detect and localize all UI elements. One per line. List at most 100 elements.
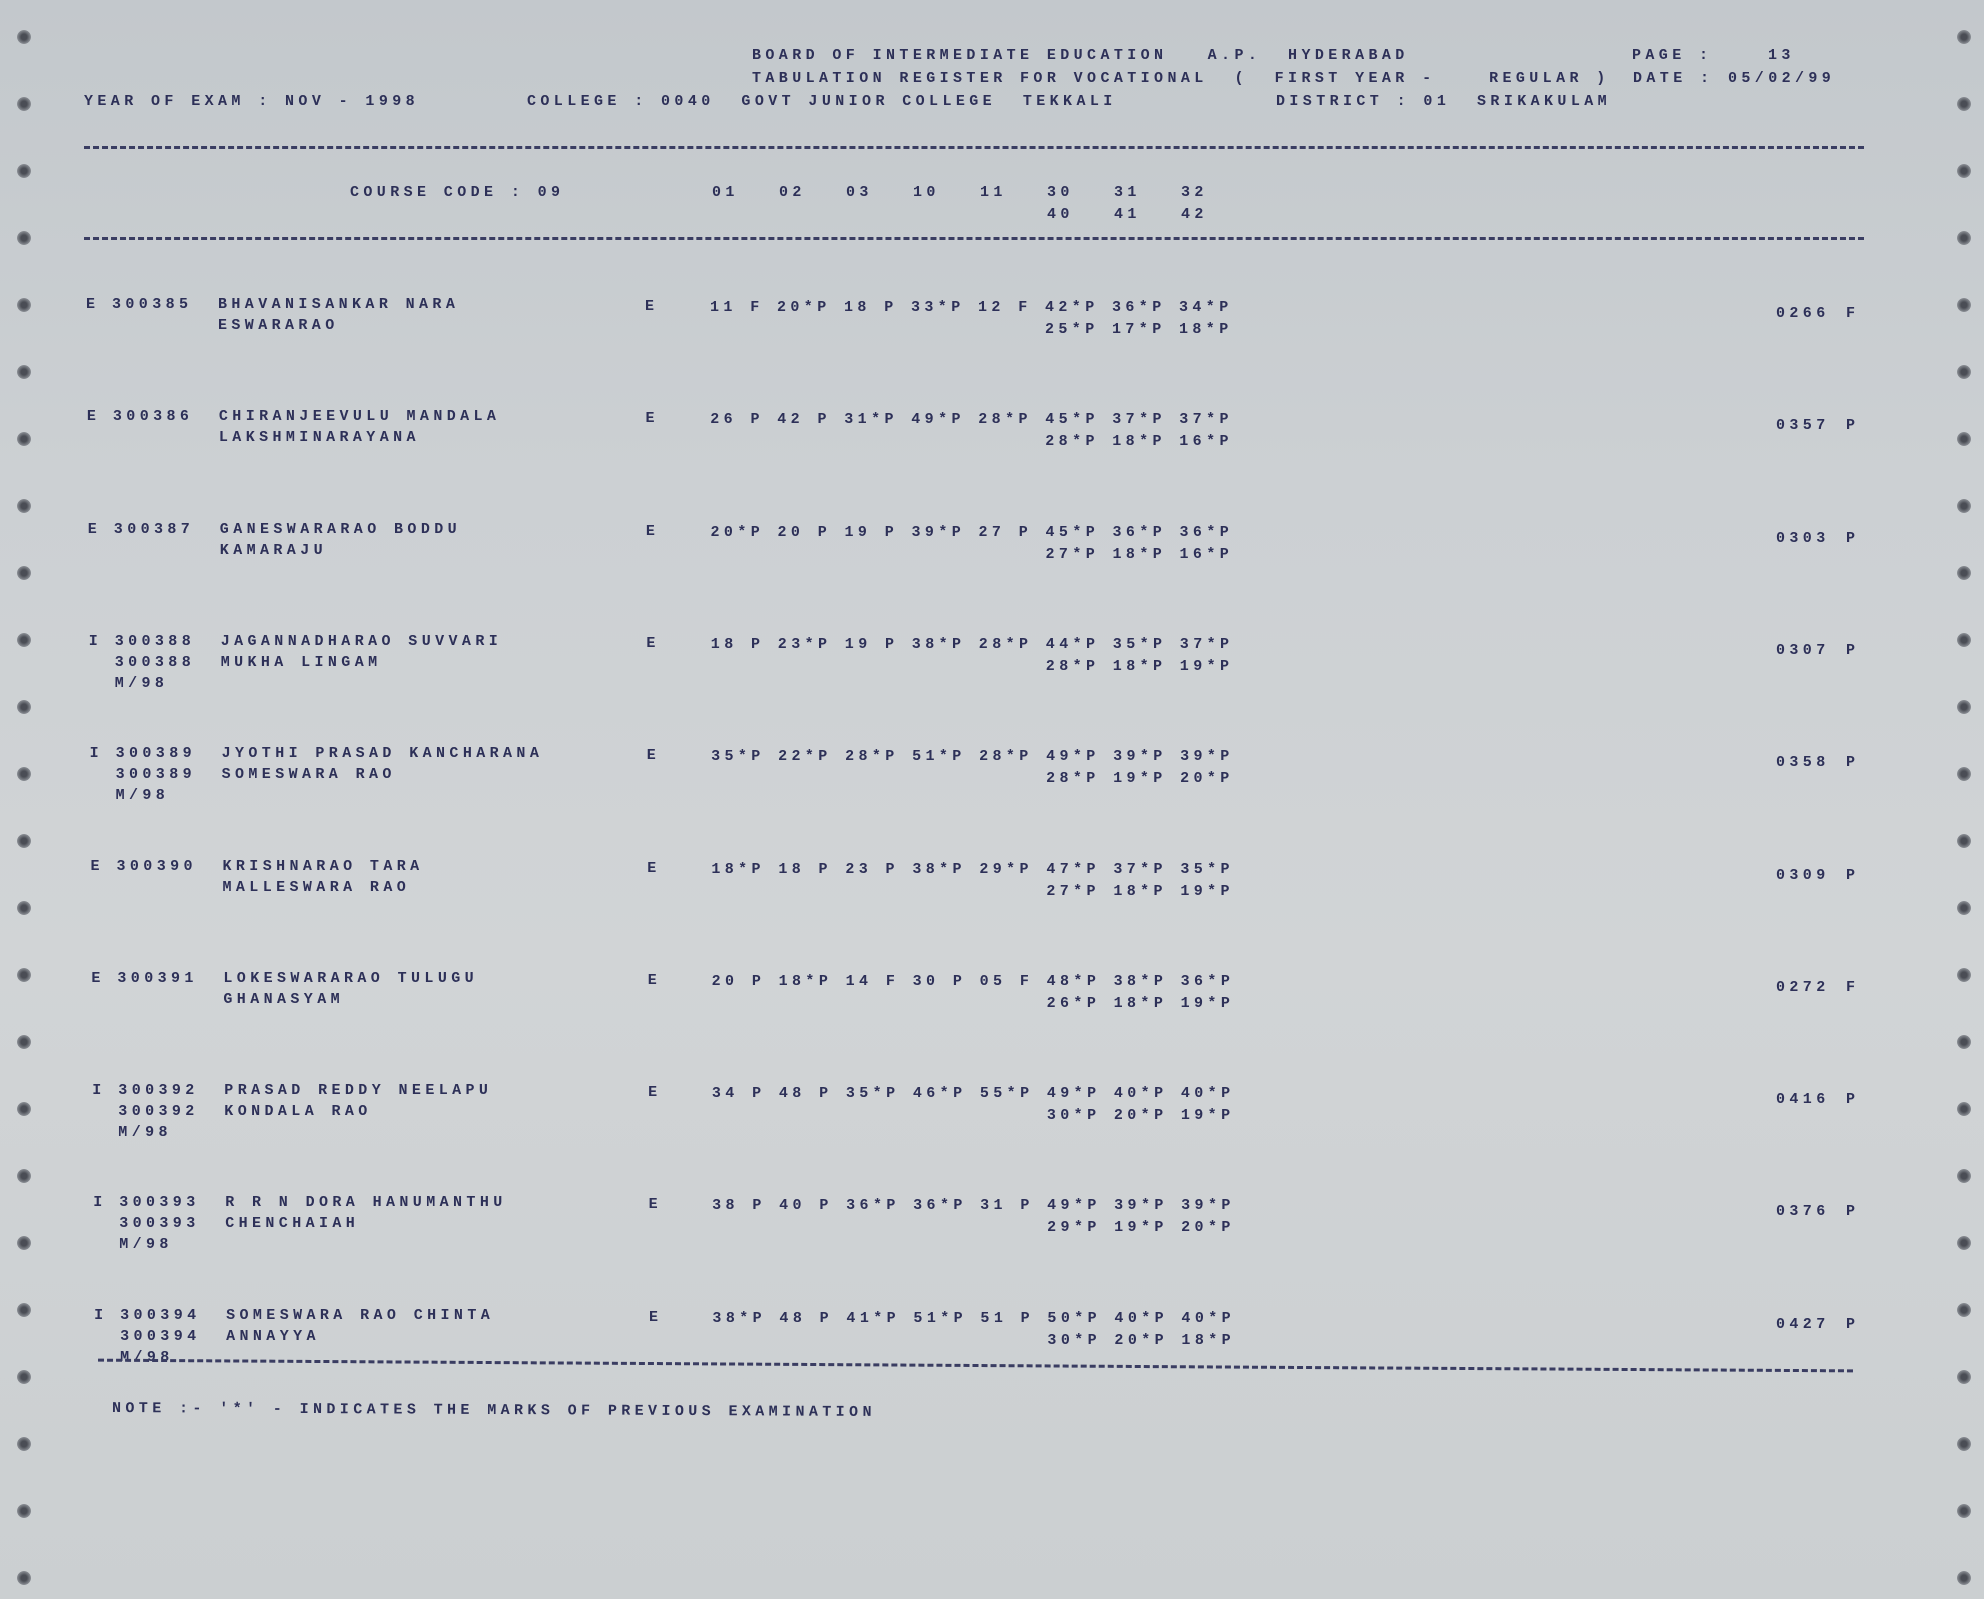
course-code: COURSE CODE : 09 xyxy=(350,184,565,201)
subject-mark: 28*P xyxy=(978,635,1033,653)
student-name: BHAVANISANKAR NARA xyxy=(218,296,460,313)
subject-mark-secondary: 16*P xyxy=(1179,433,1233,451)
subject-mark: 39*P xyxy=(1181,1197,1235,1215)
punch-hole xyxy=(1957,1504,1971,1518)
subject-mark: 49*P xyxy=(1047,1197,1101,1215)
college: COLLEGE : 0040 GOVT JUNIOR COLLEGE TEKKA… xyxy=(527,93,1117,110)
subject-mark-secondary: 16*P xyxy=(1179,545,1234,563)
subject-mark: 42 P xyxy=(777,411,831,429)
subject-mark: 38*P xyxy=(712,1309,767,1327)
subject-mark: 37*P xyxy=(1112,411,1166,429)
subject-mark: 40*P xyxy=(1181,1309,1236,1327)
district: DISTRICT : 01 SRIKAKULAM xyxy=(1276,93,1612,110)
punch-hole xyxy=(17,901,31,915)
subject-mark: 55*P xyxy=(979,1085,1034,1103)
medium: E xyxy=(645,410,659,428)
subject-mark-secondary: 26*P xyxy=(1046,994,1101,1012)
subject-mark-secondary: 18*P xyxy=(1112,433,1166,451)
medium: E xyxy=(646,634,660,652)
previous-session: M/98 xyxy=(115,787,170,805)
subject-mark-secondary: 25*P xyxy=(1045,321,1099,338)
subject-mark: 51*P xyxy=(912,748,966,766)
result: P xyxy=(1846,641,1860,659)
previous-session: M/98 xyxy=(118,1124,172,1142)
subject-code-secondary: 42 xyxy=(1181,206,1208,223)
student-name: PRASAD REDDY NEELAPU xyxy=(224,1082,493,1100)
punch-hole xyxy=(1957,1102,1971,1116)
candidate-type: E xyxy=(87,520,102,538)
punch-hole xyxy=(17,298,31,312)
student-name: CHIRANJEEVULU MANDALA xyxy=(218,408,501,426)
medium: E xyxy=(647,859,661,877)
punch-hole xyxy=(1957,834,1971,848)
candidate-type: E xyxy=(90,857,104,875)
roll-number: 300390 xyxy=(116,857,197,875)
subject-mark-secondary: 18*P xyxy=(1181,1331,1236,1349)
punch-hole xyxy=(17,1571,31,1585)
punch-hole xyxy=(1957,231,1971,245)
subject-mark: 49*P xyxy=(1046,1085,1101,1103)
subject-mark: 05 F xyxy=(979,972,1034,990)
previous-roll-number: 300392 xyxy=(118,1103,199,1121)
punch-hole xyxy=(1957,499,1971,513)
subject-mark: 40*P xyxy=(1114,1309,1169,1327)
student-name-line2: GHANASYAM xyxy=(223,990,345,1008)
result: P xyxy=(1846,1091,1860,1109)
subject-mark: 27 P xyxy=(978,523,1033,541)
punch-hole xyxy=(17,30,31,44)
previous-roll-number: 300388 xyxy=(114,653,196,671)
result: F xyxy=(1846,305,1860,322)
punch-hole xyxy=(17,968,31,982)
punch-hole xyxy=(17,1169,31,1183)
subject-mark: 42*P xyxy=(1045,299,1099,316)
roll-number: 300389 xyxy=(115,745,197,763)
subject-code: 03 xyxy=(846,184,873,201)
subject-mark-secondary: 20*P xyxy=(1181,1219,1235,1237)
punch-hole xyxy=(1957,767,1971,781)
subject-mark: 12 F xyxy=(978,299,1032,316)
total-marks: 0427 xyxy=(1776,1315,1830,1333)
subject-mark: 39*P xyxy=(1180,748,1234,766)
subject-mark: 23*P xyxy=(777,635,832,653)
subject-mark-secondary: 19*P xyxy=(1114,1219,1168,1237)
total-marks: 0266 xyxy=(1776,305,1830,322)
punch-hole xyxy=(1957,432,1971,446)
page-number: 13 xyxy=(1768,47,1795,64)
subject-mark: 38*P xyxy=(1113,972,1168,990)
subject-mark: 37*P xyxy=(1179,635,1234,653)
subject-code: 01 xyxy=(712,184,739,201)
subject-mark-secondary: 29*P xyxy=(1047,1219,1101,1237)
punch-hole xyxy=(17,633,31,647)
subject-mark: 37*P xyxy=(1179,411,1233,429)
subject-mark: 20*P xyxy=(777,299,831,316)
result: P xyxy=(1846,1315,1860,1333)
medium: E xyxy=(645,298,659,315)
subject-mark: 44*P xyxy=(1045,635,1100,653)
subject-mark: 19 P xyxy=(844,635,899,653)
subject-code: 32 xyxy=(1181,184,1208,201)
divider-top xyxy=(84,146,1864,149)
punch-hole xyxy=(17,767,31,781)
student-name-line2: SOMESWARA RAO xyxy=(221,766,396,784)
subject-mark: 36*P xyxy=(1112,299,1166,316)
subject-mark: 45*P xyxy=(1045,411,1099,429)
total-marks: 0416 xyxy=(1776,1091,1830,1109)
subject-mark: 35*P xyxy=(711,748,765,766)
subject-mark: 29*P xyxy=(979,860,1033,878)
subject-mark: 47*P xyxy=(1046,860,1100,878)
roll-number: 300386 xyxy=(112,408,194,426)
subject-mark: 40 P xyxy=(779,1197,833,1215)
subject-mark-secondary: 19*P xyxy=(1180,994,1235,1012)
subject-mark: 36*P xyxy=(1180,972,1235,990)
subject-mark: 36*P xyxy=(913,1197,967,1215)
total-marks: 0357 xyxy=(1776,417,1830,435)
total-marks: 0272 xyxy=(1776,978,1830,996)
board-title: BOARD OF INTERMEDIATE EDUCATION A.P. HYD… xyxy=(752,47,1409,64)
student-name: GANESWARARAO BODDU xyxy=(219,520,462,538)
subject-mark: 51*P xyxy=(913,1309,968,1327)
subject-mark: 49*P xyxy=(1046,748,1100,766)
subject-mark: 19 P xyxy=(844,523,899,541)
year-of-exam: YEAR OF EXAM : NOV - 1998 xyxy=(84,93,420,110)
subject-mark-secondary: 18*P xyxy=(1112,657,1167,675)
subject-mark: 18 P xyxy=(710,635,765,653)
